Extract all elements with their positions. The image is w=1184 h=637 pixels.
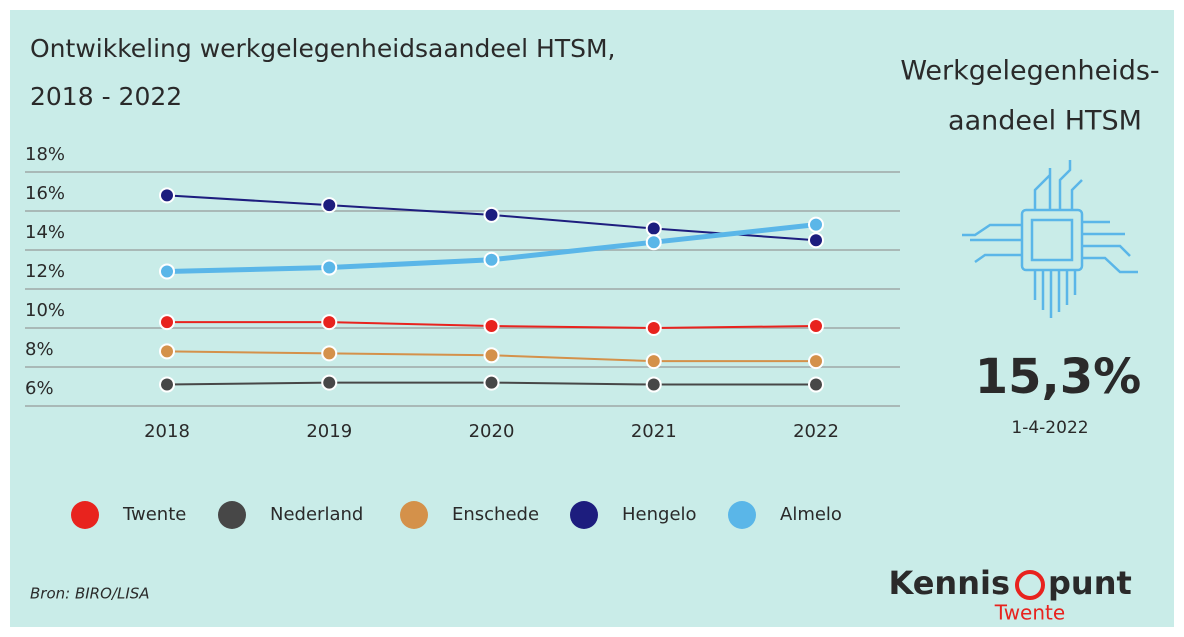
chart-title: 2018 - 2022 <box>30 82 182 111</box>
point <box>321 197 338 214</box>
legend-swatch <box>570 501 598 529</box>
point <box>321 345 338 362</box>
point <box>645 376 662 393</box>
legend-swatch <box>728 501 756 529</box>
point <box>645 234 662 251</box>
point <box>808 318 824 335</box>
y-tick-label: 10% <box>25 300 65 321</box>
kpi-title: Werkgelegenheids- <box>900 56 1159 87</box>
source: Bron: BIRO/LISA <box>30 585 150 603</box>
point <box>321 374 338 391</box>
legend-label: Almelo <box>780 504 842 525</box>
logo-text: Kennis <box>888 564 1010 602</box>
point <box>483 251 500 268</box>
legend-swatch <box>400 501 428 529</box>
logo-sub: Twente <box>994 601 1065 625</box>
x-tick-label: 2018 <box>144 421 190 442</box>
legend-label: Enschede <box>452 504 539 525</box>
point <box>483 318 500 335</box>
y-tick-label: 16% <box>25 183 65 204</box>
point <box>483 347 500 364</box>
point <box>808 376 824 393</box>
chart-title: Ontwikkeling werkgelegenheidsaandeel HTS… <box>30 34 616 63</box>
x-tick-label: 2019 <box>306 421 352 442</box>
point <box>483 206 500 223</box>
x-tick-label: 2022 <box>793 421 839 442</box>
kpi-date: 1-4-2022 <box>1011 418 1088 438</box>
legend-label: Nederland <box>270 504 363 525</box>
point <box>159 187 175 204</box>
legend-swatch <box>218 501 246 529</box>
point <box>321 314 338 331</box>
point <box>483 374 500 391</box>
point <box>645 320 662 336</box>
legend-label: Hengelo <box>622 504 697 525</box>
y-tick-label: 18% <box>25 144 65 165</box>
point <box>645 220 662 237</box>
x-tick-label: 2021 <box>631 421 677 442</box>
point <box>645 353 662 370</box>
y-tick-label: 12% <box>25 261 65 282</box>
kpi-value: 15,3% <box>975 349 1142 405</box>
point <box>808 216 824 233</box>
x-tick-label: 2020 <box>469 421 515 442</box>
y-tick-label: 8% <box>25 339 54 360</box>
point <box>159 376 175 393</box>
logo-text: punt <box>1048 564 1132 602</box>
logo-mark <box>1015 570 1045 600</box>
legend-swatch <box>71 501 99 529</box>
point <box>321 259 338 276</box>
chip-icon <box>962 160 1138 318</box>
background <box>10 10 1174 627</box>
legend-label: Twente <box>122 504 186 525</box>
point <box>159 343 175 360</box>
point <box>159 314 175 331</box>
point <box>159 263 175 280</box>
point <box>808 353 824 370</box>
y-tick-label: 6% <box>25 378 54 399</box>
point <box>808 232 824 249</box>
y-tick-label: 14% <box>25 222 65 243</box>
kpi-title: aandeel HTSM <box>948 106 1142 137</box>
